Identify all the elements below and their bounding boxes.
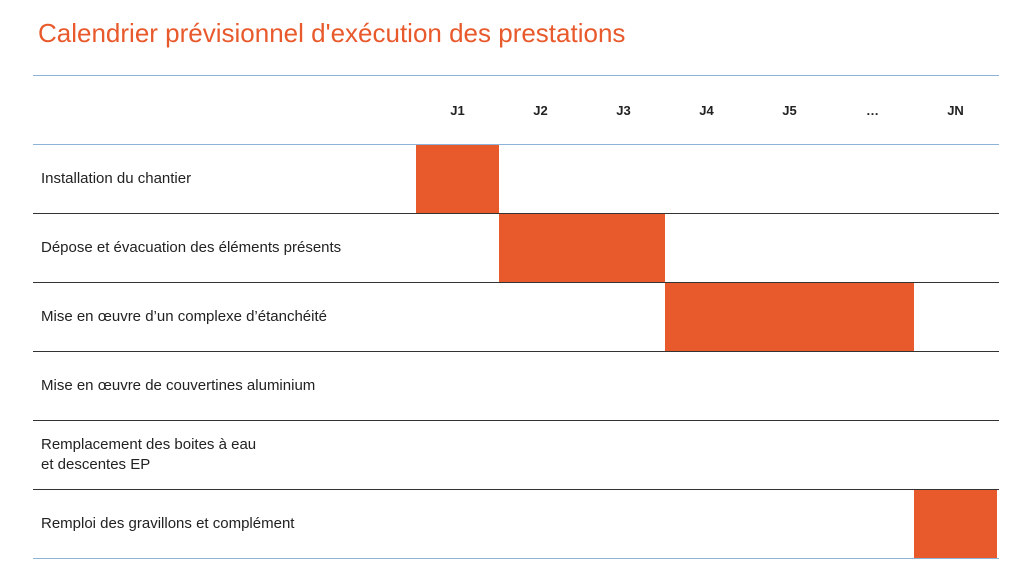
column-header: J1 — [450, 103, 465, 118]
page-title: Calendrier prévisionnel d'exécution des … — [38, 18, 626, 48]
grid-line — [33, 420, 999, 421]
column-header: J4 — [699, 103, 714, 118]
grid-line — [33, 558, 999, 559]
grid-line — [33, 75, 999, 76]
column-header: J3 — [616, 103, 631, 118]
gantt-chart: J1 J2 J3 J4 J5 … JN Installation du chantier Dép… — [33, 75, 999, 559]
grid-line — [33, 351, 999, 352]
grid-line — [33, 489, 999, 490]
task-label: Remploi des gravillons et complément — [41, 514, 295, 532]
column-header: … — [866, 103, 879, 118]
grid-line — [33, 144, 999, 145]
task-bar — [416, 145, 499, 213]
column-header: J2 — [533, 103, 548, 118]
task-label: Mise en œuvre de couvertines aluminium — [41, 376, 316, 394]
task-bar — [914, 490, 997, 558]
task-bar — [499, 214, 665, 282]
grid-line — [33, 282, 999, 283]
task-label: Dépose et évacuation des éléments présen… — [41, 238, 342, 256]
grid-line — [33, 213, 999, 214]
column-header: JN — [947, 103, 964, 118]
task-bar — [665, 283, 914, 351]
column-header: J5 — [782, 103, 797, 118]
task-label: Mise en œuvre d’un complexe d’étanchéité — [41, 307, 327, 325]
task-label: Installation du chantier — [41, 169, 192, 187]
task-label: Remplacement des boites à eau et descent… — [41, 435, 257, 473]
